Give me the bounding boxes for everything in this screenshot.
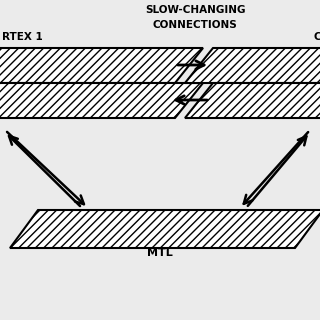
Polygon shape: [185, 48, 320, 83]
Polygon shape: [10, 210, 320, 248]
Text: MTL: MTL: [147, 248, 173, 258]
Polygon shape: [0, 83, 203, 118]
Polygon shape: [0, 48, 203, 83]
Text: C: C: [314, 32, 320, 42]
Polygon shape: [185, 83, 320, 118]
Text: RTEX 1: RTEX 1: [2, 32, 43, 42]
Text: SLOW-CHANGING: SLOW-CHANGING: [145, 5, 245, 15]
Text: CONNECTIONS: CONNECTIONS: [153, 20, 237, 30]
